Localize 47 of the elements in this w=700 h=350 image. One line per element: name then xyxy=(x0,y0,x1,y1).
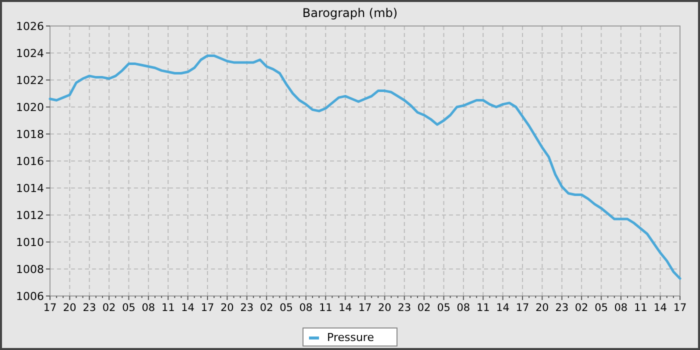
x-tick-label: 20 xyxy=(536,302,549,314)
x-tick-label: 23 xyxy=(398,302,412,314)
y-tick-label: 1012 xyxy=(16,209,44,222)
x-tick-label: 17 xyxy=(673,302,687,314)
x-tick-label: 05 xyxy=(122,302,136,314)
y-tick-label: 1014 xyxy=(16,182,44,195)
y-tick-label: 1020 xyxy=(16,101,44,114)
y-tick-label: 1024 xyxy=(16,47,44,60)
y-tick-label: 1026 xyxy=(16,20,44,33)
x-tick-label: 23 xyxy=(555,302,569,314)
x-tick-label: 11 xyxy=(476,302,490,314)
x-tick-label: 17 xyxy=(358,302,372,314)
x-tick-label: 02 xyxy=(260,302,274,314)
x-tick-label: 23 xyxy=(240,302,254,314)
x-tick-label: 14 xyxy=(338,302,352,314)
x-tick-label: 05 xyxy=(280,302,293,314)
x-tick-label: 08 xyxy=(614,302,628,314)
y-tick-label: 1008 xyxy=(16,263,44,276)
x-tick-label: 14 xyxy=(654,302,668,314)
y-tick-label: 1022 xyxy=(16,74,44,87)
x-tick-label: 08 xyxy=(142,302,156,314)
chart-title: Barograph (mb) xyxy=(302,6,398,20)
x-tick-label: 02 xyxy=(417,302,431,314)
x-tick-label: 20 xyxy=(63,302,76,314)
x-tick-label: 02 xyxy=(574,302,588,314)
x-tick-label: 17 xyxy=(43,302,57,314)
x-tick-label: 20 xyxy=(220,302,234,314)
x-tick-label: 02 xyxy=(102,302,116,314)
x-tick-label: 11 xyxy=(634,302,648,314)
x-tick-label: 20 xyxy=(378,302,392,314)
y-tick-label: 1006 xyxy=(16,290,44,303)
y-tick-label: 1016 xyxy=(16,155,44,168)
y-tick-label: 1010 xyxy=(16,236,44,249)
x-tick-label: 11 xyxy=(318,302,332,314)
x-tick-label: 17 xyxy=(516,302,530,314)
x-tick-label: 08 xyxy=(299,302,313,314)
x-tick-label: 14 xyxy=(496,302,510,314)
x-tick-label: 14 xyxy=(181,302,195,314)
x-tick-label: 17 xyxy=(200,302,214,314)
y-tick-label: 1018 xyxy=(16,128,44,141)
x-tick-label: 05 xyxy=(594,302,608,314)
x-tick-label: 11 xyxy=(161,302,175,314)
x-tick-label: 08 xyxy=(456,302,470,314)
legend-label: Pressure xyxy=(327,331,374,344)
x-tick-label: 23 xyxy=(82,302,96,314)
x-tick-label: 05 xyxy=(437,302,450,314)
line-series xyxy=(48,54,682,280)
